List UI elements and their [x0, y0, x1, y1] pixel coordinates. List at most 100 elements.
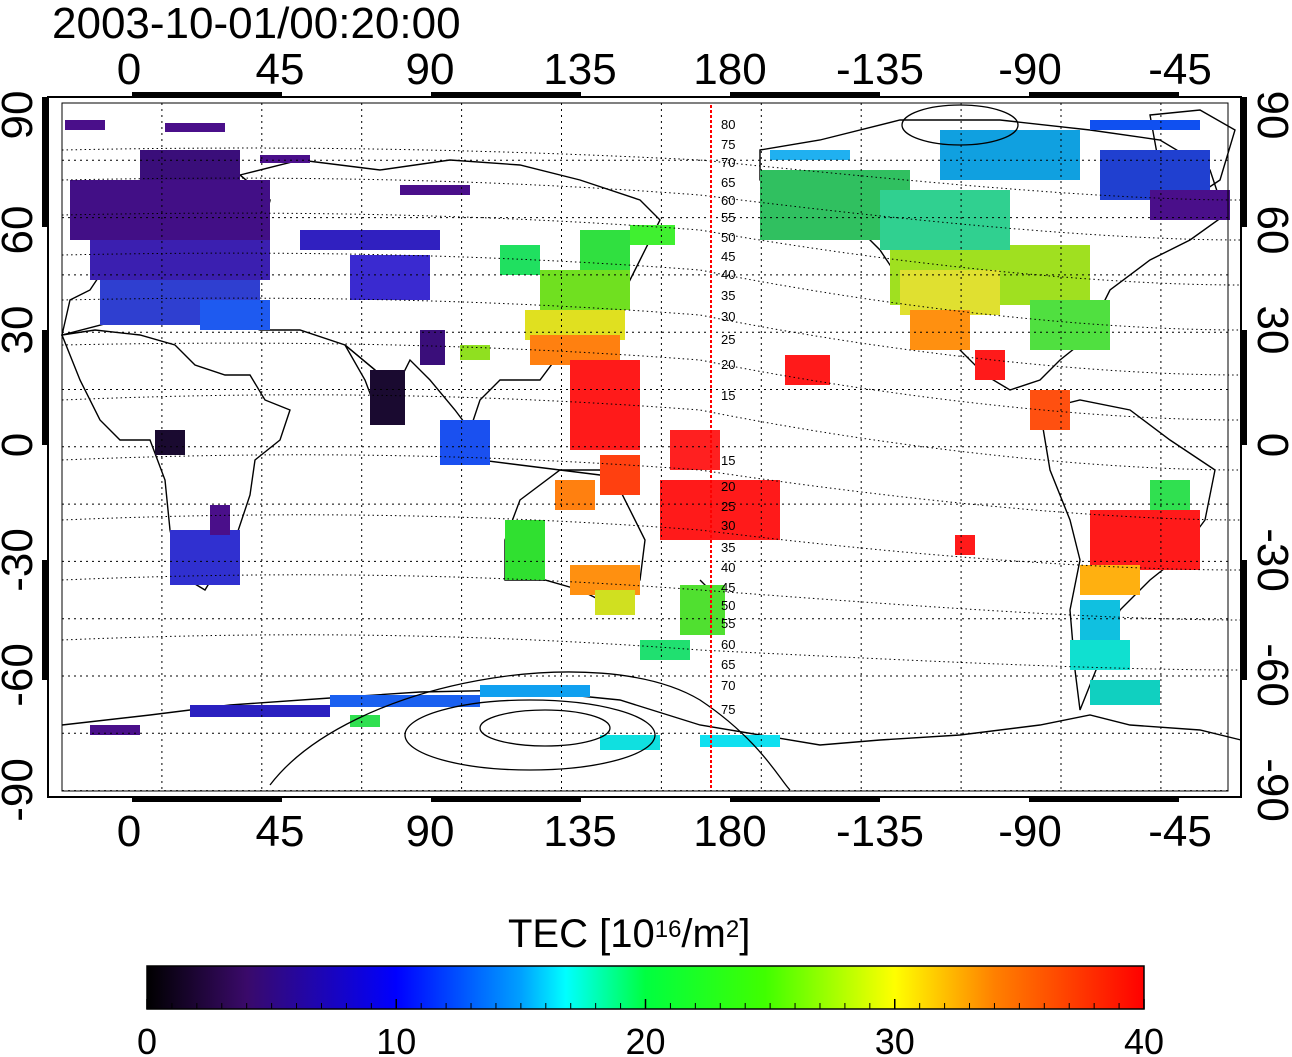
mlat-label: 70 [721, 678, 735, 693]
mlat-label: 75 [721, 137, 735, 152]
mlat-label: 60 [721, 637, 735, 652]
tec-cell [400, 185, 470, 195]
frame-bar [1029, 796, 1179, 802]
colorbar-ticks: 0 10 20 30 40 [137, 999, 1164, 1057]
lon-tick-label: 0 [117, 45, 141, 94]
lon-tick-label: -45 [1148, 807, 1212, 856]
colorbar-tick-label: 40 [1124, 1021, 1164, 1057]
frame-bar [730, 92, 880, 98]
tec-cell [700, 735, 780, 747]
lon-ticks-top: 0 45 90 135 180 -135 -90 -45 [117, 45, 1212, 94]
mlat-contour [61, 574, 1242, 621]
mlat-label: 65 [721, 657, 735, 672]
colorbar-tick-label: 20 [625, 1021, 665, 1057]
tec-cell [1030, 390, 1070, 430]
tec-cell [1150, 480, 1190, 510]
tec-cell [600, 735, 660, 750]
lat-tick-label: 60 [1248, 206, 1292, 255]
tec-cell [90, 240, 270, 280]
mlat-label: 40 [721, 560, 735, 575]
mlat-label: 55 [721, 210, 735, 225]
lon-tick-label: -90 [998, 807, 1062, 856]
tec-cell [1030, 300, 1110, 350]
mlat-contour [61, 147, 1242, 201]
lat-tick-label: -90 [0, 758, 42, 822]
tec-cell [595, 590, 635, 615]
mlat-label: 70 [721, 155, 735, 170]
mlat-label: 20 [721, 479, 735, 494]
mlat-contour-closed [901, 104, 1019, 146]
lon-tick-label: -45 [1148, 45, 1212, 94]
mlat-label: 45 [721, 249, 735, 264]
frame-bar [431, 92, 581, 98]
map-inner-frame [61, 102, 1229, 792]
tec-cell [350, 715, 380, 727]
lon-tick-label: -135 [836, 45, 924, 94]
lon-tick-label: -90 [998, 45, 1062, 94]
lat-tick-label: -60 [1248, 643, 1292, 707]
tec-cell [165, 123, 225, 132]
mlat-labels-south: 15 20 25 30 35 40 45 50 55 60 65 70 75 [721, 453, 735, 717]
mlat-label: 35 [721, 288, 735, 303]
lon-ticks-bottom: 0 45 90 135 180 -135 -90 -45 [117, 807, 1212, 856]
colorbar-tick-label: 30 [875, 1021, 915, 1057]
tec-cell [1070, 640, 1130, 670]
lat-tick-label: -90 [1248, 758, 1292, 822]
lat-tick-label: 90 [1248, 91, 1292, 140]
timestamp-title: 2003-10-01/00:20:00 [52, 0, 461, 48]
lat-tick-label: 30 [0, 306, 42, 355]
tec-cell [170, 530, 240, 585]
frame-bar [42, 97, 48, 227]
tec-cell [955, 535, 975, 555]
mlat-label: 25 [721, 499, 735, 514]
tec-cell [1090, 680, 1160, 705]
mlat-label: 40 [721, 267, 735, 282]
colorbar-title-unit: /m [681, 912, 726, 956]
magnetic-latitude-contours [61, 147, 1242, 671]
tec-cell [260, 155, 310, 163]
map-frame [47, 96, 1242, 798]
tec-cell [420, 330, 445, 365]
tec-cells [65, 120, 1230, 750]
frame-bar [1241, 330, 1247, 445]
lon-tick-label: 45 [256, 45, 305, 94]
lat-tick-label: 30 [1248, 306, 1292, 355]
frame-bar [42, 560, 48, 680]
lat-ticks-left: 90 60 30 0 -30 -60 -90 [0, 91, 42, 822]
lon-tick-label: 180 [693, 45, 766, 94]
tec-cell [660, 480, 780, 540]
lon-tick-label: 90 [406, 45, 455, 94]
lon-tick-label: 135 [543, 45, 616, 94]
mlat-label: 35 [721, 540, 735, 555]
lat-tick-label: 0 [0, 433, 42, 457]
lon-tick-label: 90 [406, 807, 455, 856]
colorbar-title-unit-exponent: 2 [725, 916, 740, 943]
tec-cell [770, 150, 850, 160]
colorbar-title-end: ] [739, 912, 751, 956]
tec-cell [975, 350, 1005, 380]
mlat-label: 20 [721, 357, 735, 372]
frame-bar [730, 796, 880, 802]
mlat-label: 15 [721, 453, 735, 468]
tec-cell [640, 640, 690, 660]
frame-bar [1241, 560, 1247, 680]
tec-cell [680, 585, 725, 635]
tec-cell [1080, 565, 1140, 595]
colorbar-tick-label: 10 [376, 1021, 416, 1057]
tec-cell [570, 360, 640, 450]
tec-cell [350, 255, 430, 300]
tec-cell [1090, 120, 1200, 130]
colorbar-title-main: TEC [10 [508, 912, 655, 956]
mlat-label: 50 [721, 598, 735, 613]
mlat-contour [61, 177, 1242, 241]
south-pole-contours [269, 104, 1019, 791]
tec-cell [900, 270, 1000, 315]
lon-tick-label: 135 [543, 807, 616, 856]
tec-cell [330, 695, 480, 707]
tec-cell [880, 190, 1010, 250]
tec-cell [200, 300, 270, 330]
mlat-label: 15 [721, 388, 735, 403]
frame-bar [1029, 92, 1179, 98]
mlat-label: 60 [721, 193, 735, 208]
tec-cell [480, 685, 590, 697]
